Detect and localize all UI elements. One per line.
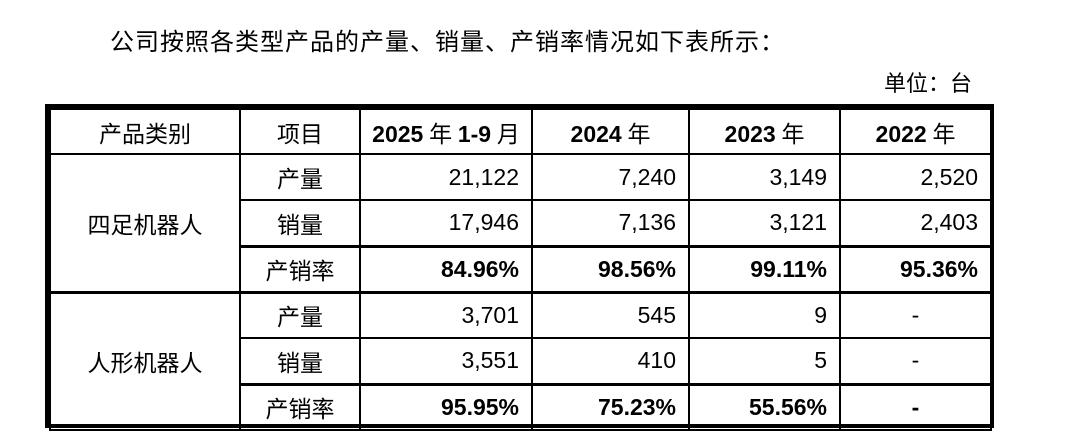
value-cell: 98.56% bbox=[531, 244, 690, 293]
value-cell: 3,701 bbox=[359, 290, 533, 339]
value-cell: 3,551 bbox=[359, 337, 533, 385]
production-sales-table: 产品类别 项目 2025 年 1-9 月 2024 年 2023 年 2022 … bbox=[45, 104, 994, 431]
value-cell: - bbox=[839, 337, 992, 385]
row-quadruped-rate: 产销率 84.96% 98.56% 99.11% 95.36% bbox=[50, 244, 992, 293]
header-row: 产品类别 项目 2025 年 1-9 月 2024 年 2023 年 2022 … bbox=[49, 108, 992, 155]
header-product-category-label: 产品类别 bbox=[99, 121, 191, 147]
row-quadruped-production: 四足机器人 产量 21,122 7,240 3,149 2,520 bbox=[49, 153, 992, 293]
product-cell-humanoid: 人形机器人 bbox=[49, 290, 241, 431]
value-cell: 21,122 bbox=[359, 153, 533, 201]
header-period-2023: 2023 年 bbox=[688, 108, 841, 155]
row-quadruped-sales: 销量 17,946 7,136 3,121 2,403 bbox=[50, 199, 992, 247]
value-cell: 9 bbox=[688, 290, 841, 339]
item-cell: 产量 bbox=[239, 153, 361, 201]
item-cell: 产销率 bbox=[239, 382, 361, 431]
value-cell: 3,149 bbox=[688, 153, 841, 201]
value-cell: 2,520 bbox=[839, 153, 992, 201]
value-cell: 545 bbox=[531, 290, 690, 339]
header-period-2024: 2024 年 bbox=[531, 108, 690, 155]
value-cell: 410 bbox=[531, 337, 690, 385]
intro-paragraph: 公司按照各类型产品的产量、销量、产销率情况如下表所示： bbox=[110, 30, 785, 56]
product-cell-quadruped: 四足机器人 bbox=[49, 153, 241, 293]
value-cell: - bbox=[839, 290, 992, 339]
header-product-category: 产品类别 bbox=[49, 108, 241, 155]
value-cell: 55.56% bbox=[688, 382, 841, 431]
value-cell: 5 bbox=[688, 337, 841, 385]
header-period-2022: 2022 年 bbox=[839, 108, 992, 155]
value-cell: 95.95% bbox=[359, 382, 533, 431]
value-cell: 2,403 bbox=[839, 199, 992, 247]
item-cell: 销量 bbox=[239, 199, 361, 247]
value-cell: 84.96% bbox=[359, 244, 533, 293]
header-item-label: 项目 bbox=[277, 121, 323, 147]
row-humanoid-rate: 产销率 95.95% 75.23% 55.56% - bbox=[50, 382, 992, 431]
value-cell: 95.36% bbox=[839, 244, 992, 293]
value-cell: 7,136 bbox=[531, 199, 690, 247]
value-cell: 99.11% bbox=[688, 244, 841, 293]
value-cell: - bbox=[839, 382, 992, 431]
header-period-2025: 2025 年 1-9 月 bbox=[359, 108, 533, 155]
row-humanoid-sales: 销量 3,551 410 5 - bbox=[50, 337, 992, 385]
value-cell: 3,121 bbox=[688, 199, 841, 247]
item-cell: 产销率 bbox=[239, 244, 361, 293]
data-table: 产品类别 项目 2025 年 1-9 月 2024 年 2023 年 2022 … bbox=[49, 108, 992, 431]
header-item: 项目 bbox=[239, 108, 361, 155]
item-cell: 产量 bbox=[239, 290, 361, 339]
unit-label: 单位：台 bbox=[883, 71, 972, 96]
value-cell: 7,240 bbox=[531, 153, 690, 201]
value-cell: 75.23% bbox=[531, 382, 690, 431]
row-humanoid-production: 人形机器人 产量 3,701 545 9 - bbox=[49, 290, 992, 431]
item-cell: 销量 bbox=[239, 337, 361, 385]
value-cell: 17,946 bbox=[359, 199, 533, 247]
